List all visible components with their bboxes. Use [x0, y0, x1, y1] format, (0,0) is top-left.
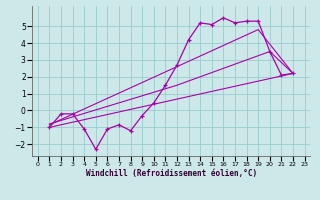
- X-axis label: Windchill (Refroidissement éolien,°C): Windchill (Refroidissement éolien,°C): [86, 169, 257, 178]
